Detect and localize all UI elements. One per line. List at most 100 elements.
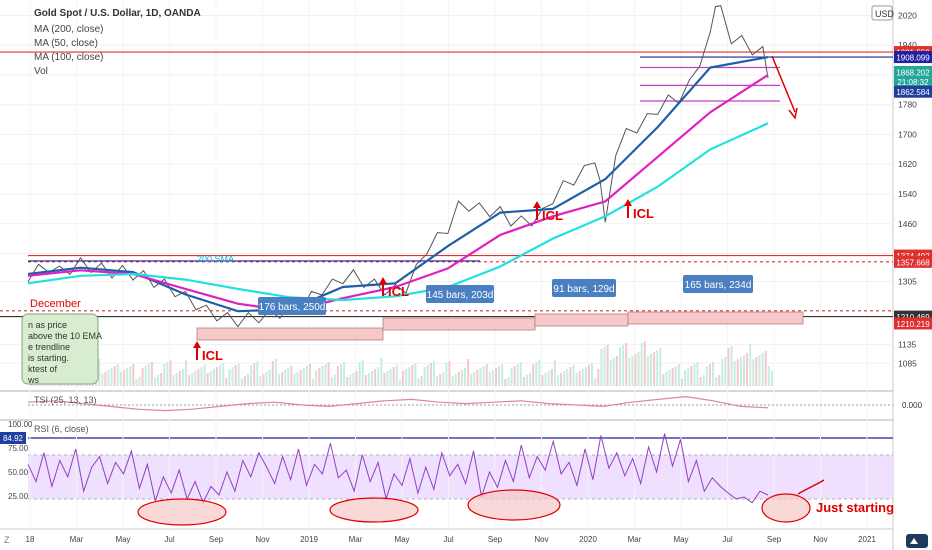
z-corner-icon[interactable]: Z — [4, 535, 10, 545]
ma50-legend[interactable]: MA (50, close) — [34, 38, 98, 49]
volume-bar — [436, 376, 439, 386]
volume-bar — [646, 356, 649, 386]
tsi-legend[interactable]: TSI (25, 13, 13) — [34, 395, 97, 405]
ma200-line[interactable] — [27, 122, 769, 302]
icl-label-2: ICL — [388, 284, 409, 299]
volume-bar — [708, 364, 711, 386]
volume-bar — [309, 364, 311, 386]
volume-bar — [526, 375, 528, 386]
volume-bar — [321, 366, 324, 386]
x-tick-label: Mar — [70, 535, 84, 544]
note-line-2: above the 10 EMA — [28, 331, 102, 341]
price-badge — [894, 85, 932, 98]
volume-bar — [253, 363, 256, 386]
volume-bar — [609, 360, 612, 386]
volume-bar — [656, 350, 659, 386]
ma100-line[interactable] — [27, 74, 769, 313]
rsi-low-ellipse-1 — [137, 498, 227, 526]
cycle-box-4[interactable]: 165 bars, 234d — [683, 275, 753, 293]
rsi-value-badge — [0, 432, 26, 444]
cycle-box-1[interactable]: 176 bars, 250d — [258, 297, 326, 315]
y-tick-label: 2020 — [898, 10, 917, 20]
tv-logo-icon[interactable] — [906, 534, 928, 548]
cycle-box-bg — [552, 279, 616, 297]
tsi-series-group — [27, 395, 893, 412]
ma200-legend[interactable]: MA (200, close) — [34, 24, 103, 35]
chart-title: Gold Spot / U.S. Dollar, 1D, OANDA — [34, 8, 201, 19]
rsi-line — [27, 433, 769, 504]
volume-bar — [268, 370, 271, 386]
volume-bar — [274, 359, 277, 386]
rsi-low-ellipses — [137, 489, 811, 526]
volume-bar — [488, 372, 491, 386]
ma100-legend[interactable]: MA (100, close) — [34, 52, 103, 63]
volume-bar — [141, 368, 144, 386]
volume-bar — [507, 377, 510, 386]
x-tick-label: 18 — [26, 535, 35, 544]
volume-bar — [522, 377, 525, 386]
volume-bar — [557, 375, 559, 386]
volume-bar — [584, 367, 587, 386]
cycle-range-box-3[interactable] — [534, 313, 629, 327]
x-tick-label: Mar — [349, 535, 363, 544]
volume-bar — [622, 345, 625, 386]
cycle-range-box-1[interactable] — [196, 327, 384, 341]
volume-bar — [572, 365, 575, 386]
volume-bar — [643, 341, 646, 386]
cycle-range-box-4[interactable] — [627, 311, 804, 325]
volume-bar — [724, 357, 727, 386]
volume-bar — [448, 361, 451, 386]
price-badge-label: 21:08:32 — [897, 78, 929, 87]
volume-bar — [216, 367, 218, 386]
volume-bar — [752, 359, 755, 386]
volume-bar — [721, 359, 724, 386]
volume-bar — [575, 373, 578, 386]
cycle-box-3[interactable]: 91 bars, 129d — [552, 279, 616, 297]
volume-bar — [510, 368, 513, 386]
arrow-down-icon — [788, 107, 798, 120]
volume-bar — [265, 372, 268, 386]
volume-bar — [758, 355, 761, 386]
volume-bar — [209, 371, 212, 386]
volume-bar — [408, 367, 411, 386]
volume-bar — [535, 362, 538, 386]
volume-bar — [293, 374, 296, 386]
volume-bar — [411, 365, 414, 386]
volume-bar — [662, 374, 665, 386]
moving-averages — [27, 56, 769, 313]
cycle-box-2[interactable]: 145 bars, 203d — [426, 285, 494, 303]
currency-badge[interactable] — [871, 5, 893, 21]
volume-bar — [296, 372, 299, 386]
icl-marker-1: ICL — [193, 341, 223, 363]
y-tick-label: 1540 — [898, 189, 917, 199]
volume-bar — [98, 359, 101, 386]
volume-bar — [352, 373, 355, 386]
volume-bar — [668, 370, 671, 386]
y-tick-label: 1620 — [898, 159, 917, 169]
rsi-low-ellipse-2 — [329, 497, 419, 523]
volume-bar — [262, 374, 265, 386]
x-tick-label: May — [115, 535, 130, 544]
note-line-5: ktest of — [28, 364, 58, 374]
volume-bar — [625, 343, 628, 386]
volume-bar — [619, 347, 621, 386]
volume-bar — [389, 369, 392, 386]
volume-bar — [516, 364, 519, 386]
volume-bar — [154, 377, 156, 386]
volume-bar — [256, 361, 259, 386]
rsi-legend[interactable]: RSI (6, close) — [34, 424, 89, 434]
cycle-range-box-2[interactable] — [382, 317, 536, 331]
volume-legend[interactable]: Vol — [34, 66, 48, 77]
volume-bar — [417, 378, 420, 386]
rsi-tick-label: 50.00 — [8, 468, 29, 477]
volume-bar — [371, 371, 373, 386]
volume-bar — [166, 362, 169, 386]
volume-bar — [386, 371, 389, 386]
volume-bar — [355, 371, 358, 386]
volume-bar — [194, 371, 197, 386]
arrow-head-icon — [379, 277, 387, 284]
volume-bar — [671, 368, 674, 386]
axes: 1085113512101305138014601540162017001780… — [8, 10, 917, 544]
volume-bar — [464, 368, 466, 386]
volume-bar — [606, 345, 609, 386]
